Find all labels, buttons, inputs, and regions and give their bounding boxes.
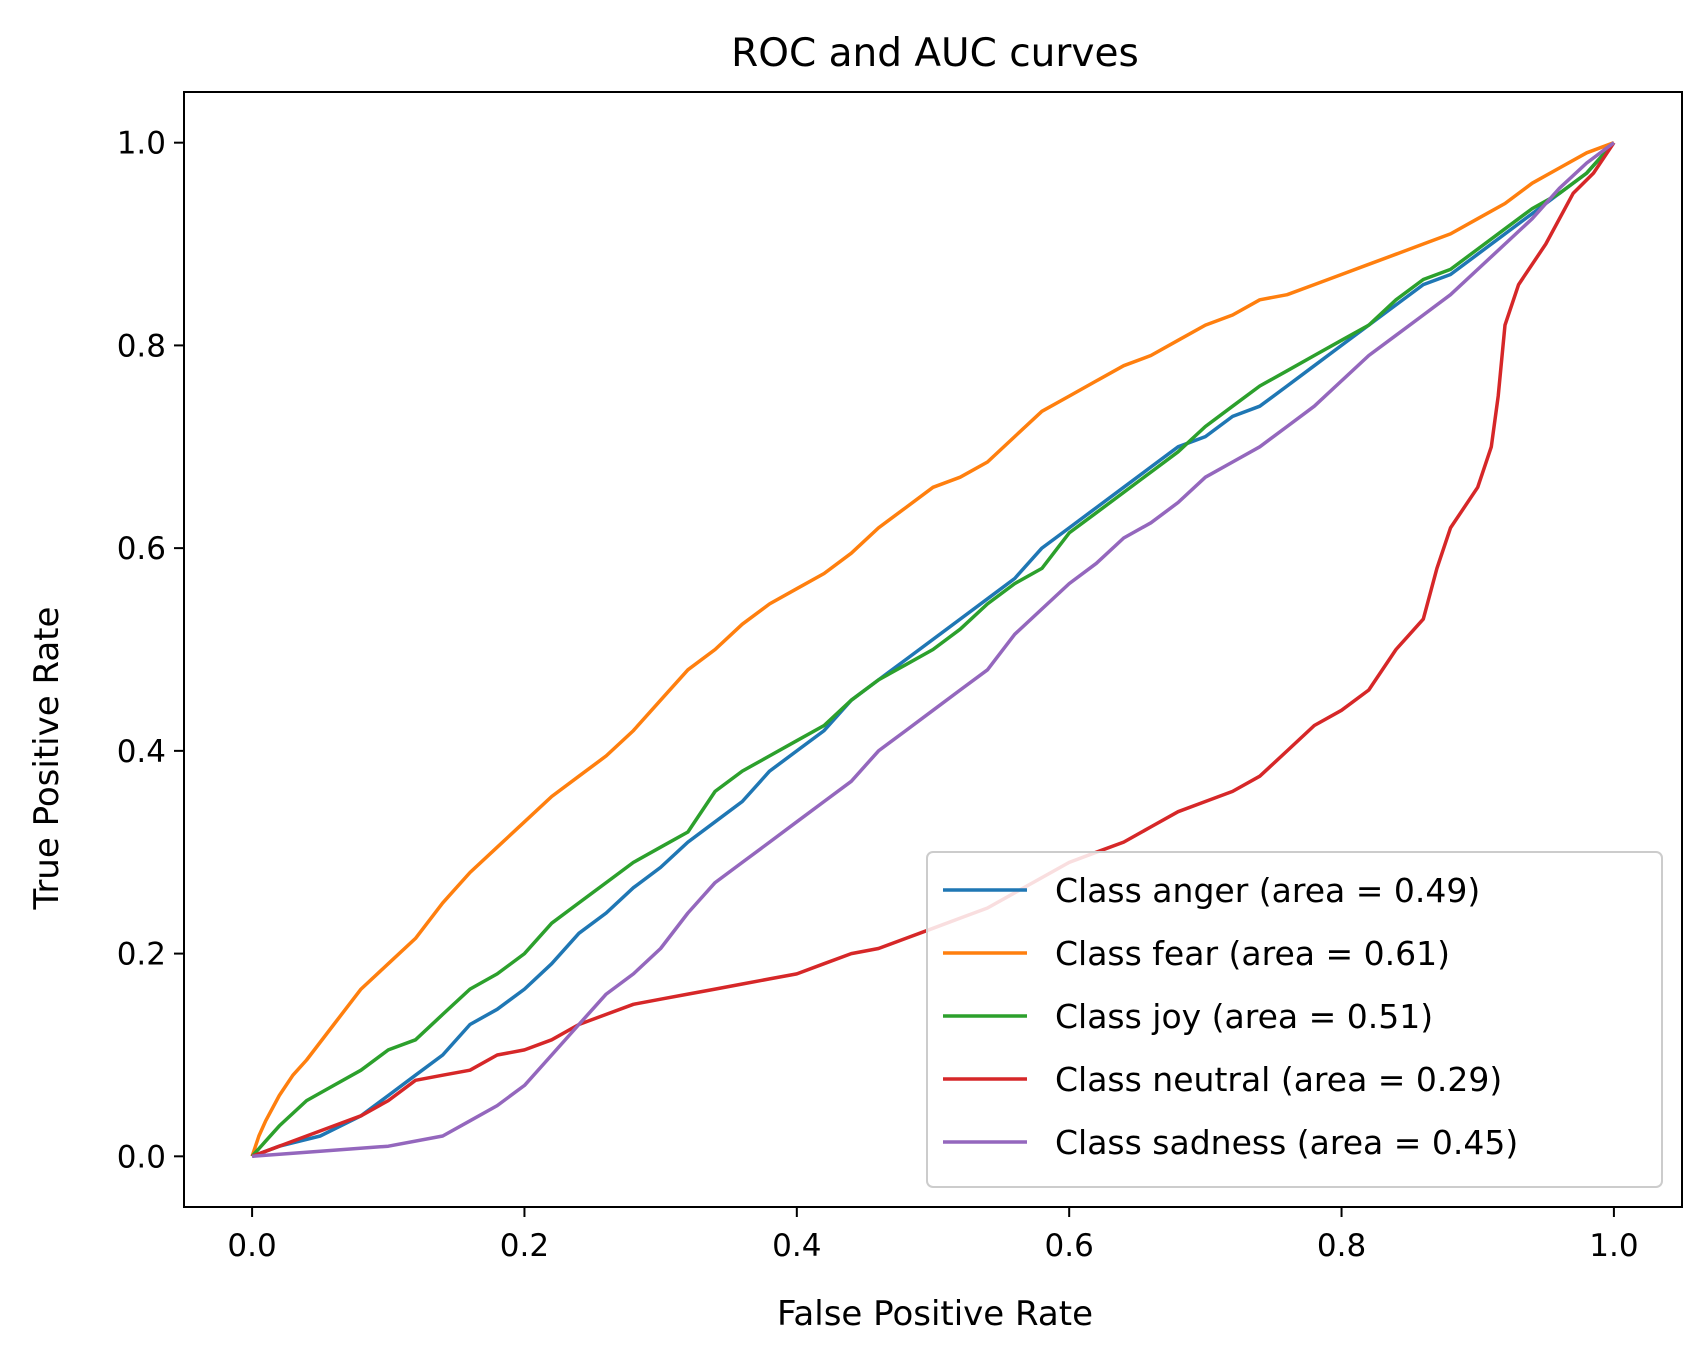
- y-tick-label: 0.4: [117, 734, 166, 770]
- series-line-1: [251, 141, 1616, 1158]
- y-tick-label: 0.0: [117, 1139, 166, 1175]
- x-tick-label: 0.2: [500, 1228, 549, 1264]
- legend-label: Class sadness (area = 0.45): [1055, 1123, 1518, 1162]
- legend-label: Class fear (area = 0.61): [1055, 934, 1450, 973]
- legend-label: Class anger (area = 0.49): [1055, 871, 1480, 910]
- legend-label: Class neutral (area = 0.29): [1055, 1060, 1502, 1099]
- x-tick-label: 0.6: [1045, 1228, 1094, 1264]
- legend-label: Class joy (area = 0.51): [1055, 997, 1433, 1036]
- y-tick-label: 0.8: [117, 328, 166, 364]
- y-axis-label: True Positive Rate: [27, 607, 67, 911]
- x-tick-label: 1.0: [1589, 1228, 1638, 1264]
- legend: Class anger (area = 0.49) Class fear (are…: [926, 851, 1663, 1188]
- series-lines: [250, 141, 1616, 1159]
- y-tick-label: 0.2: [117, 937, 166, 973]
- series-line-2: [250, 141, 1615, 1157]
- series-line-3: [250, 141, 1616, 1158]
- x-tick-label: 0.0: [227, 1228, 276, 1264]
- plot-frame: [183, 91, 1683, 1208]
- y-tick-label: 0.6: [117, 531, 166, 567]
- legend-box: [926, 851, 1663, 1188]
- x-axis-label: False Positive Rate: [777, 1294, 1093, 1334]
- chart-title: ROC and AUC curves: [731, 31, 1139, 76]
- series-line-5: [251, 141, 1615, 1159]
- x-tick-label: 0.8: [1317, 1228, 1366, 1264]
- axes: 0.0 0.2 0.4 0.6 0.8 1.0 0.0 0.2 0.4 0.6 0.8 1.0: [117, 91, 1683, 1264]
- x-tick-label: 0.4: [772, 1228, 821, 1264]
- y-tick-label: 1.0: [117, 126, 166, 162]
